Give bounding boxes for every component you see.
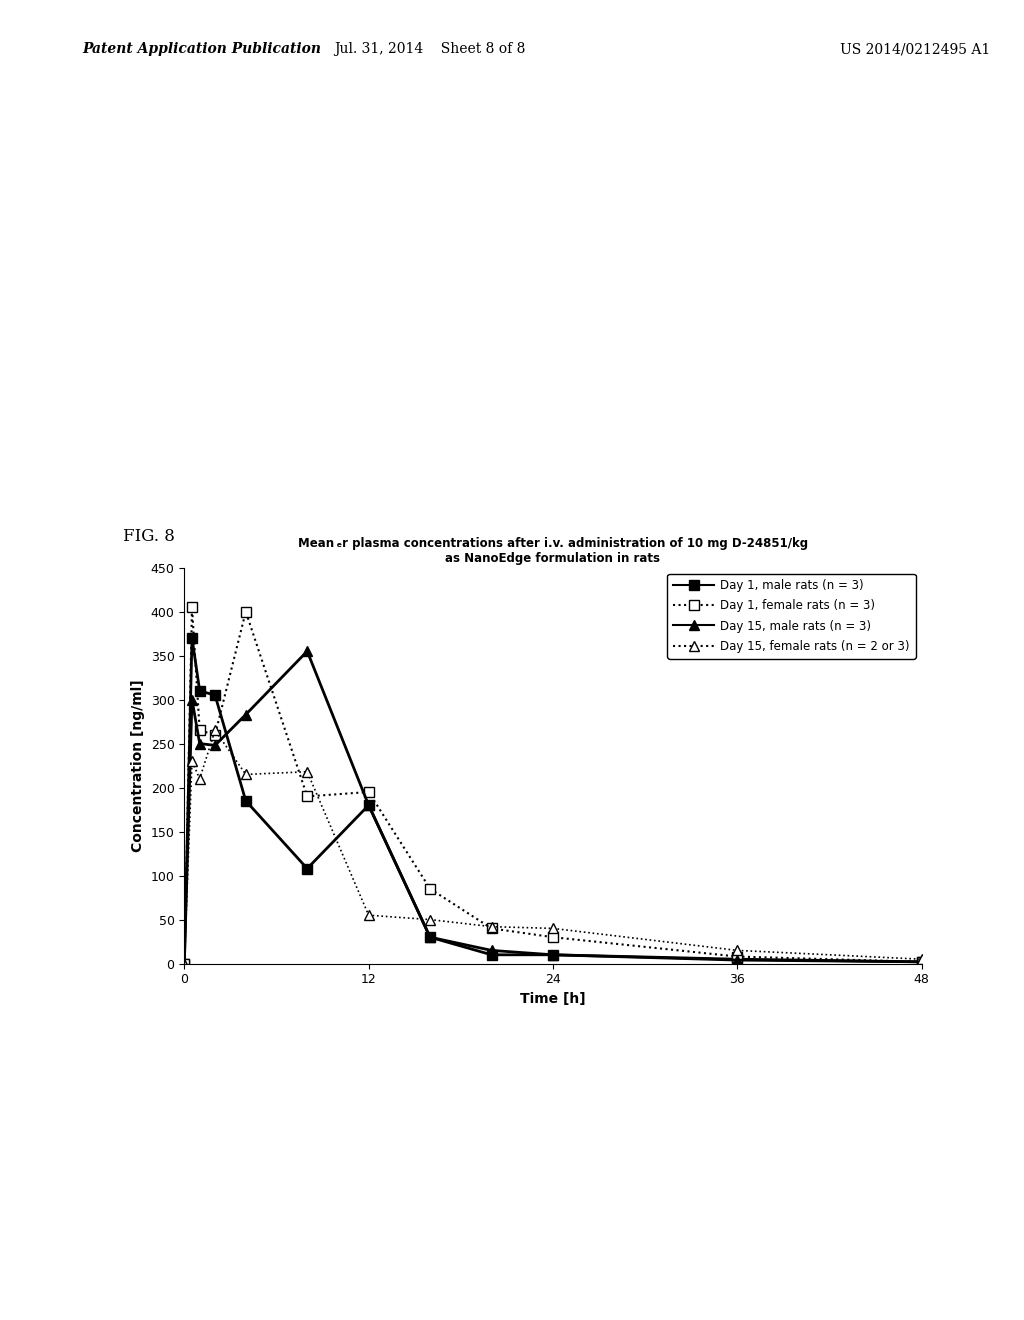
Text: US 2014/0212495 A1: US 2014/0212495 A1 — [840, 42, 990, 57]
X-axis label: Time [h]: Time [h] — [520, 991, 586, 1006]
Title: Mean ₑr plasma concentrations after i.v. administration of 10 mg D-24851/kg
as N: Mean ₑr plasma concentrations after i.v.… — [298, 537, 808, 565]
Text: Jul. 31, 2014    Sheet 8 of 8: Jul. 31, 2014 Sheet 8 of 8 — [335, 42, 525, 57]
Text: Patent Application Publication: Patent Application Publication — [82, 42, 321, 57]
Legend: Day 1, male rats (n = 3), Day 1, female rats (n = 3), Day 15, male rats (n = 3),: Day 1, male rats (n = 3), Day 1, female … — [668, 573, 915, 659]
Text: FIG. 8: FIG. 8 — [123, 528, 175, 545]
Y-axis label: Concentration [ng/ml]: Concentration [ng/ml] — [131, 680, 145, 851]
